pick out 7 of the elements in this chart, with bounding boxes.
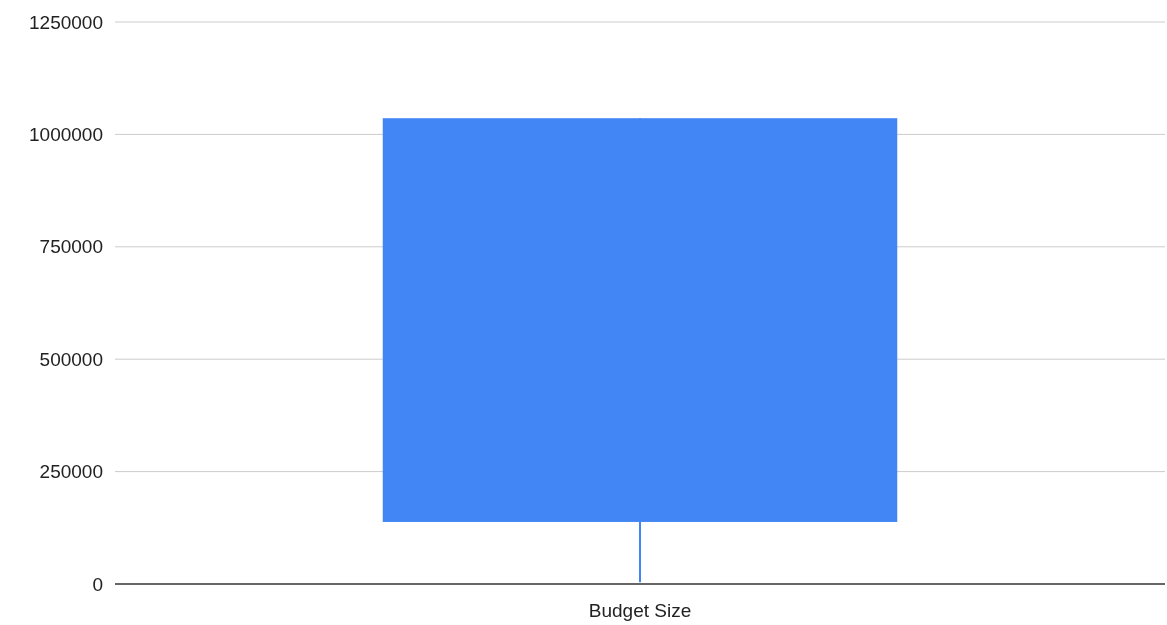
x-tick-label: Budget Size <box>588 600 692 621</box>
y-tick-label: 0 <box>92 573 103 595</box>
y-tick-label: 500000 <box>39 348 103 370</box>
y-tick-label: 250000 <box>39 461 103 483</box>
y-tick-label: 1250000 <box>29 11 103 33</box>
y-tick-label: 1000000 <box>29 124 103 146</box>
y-tick-label: 750000 <box>39 236 103 258</box>
